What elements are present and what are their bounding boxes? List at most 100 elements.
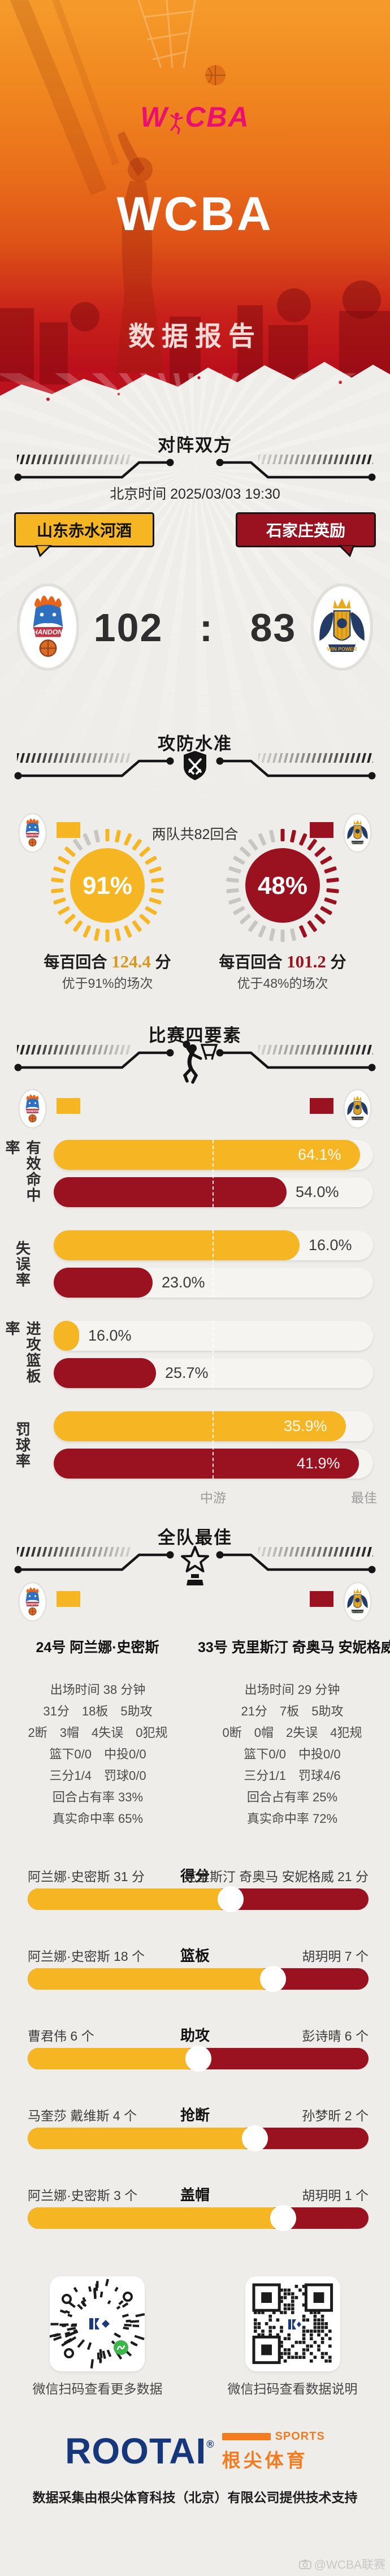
home-team-logo-small [18, 1582, 47, 1622]
factor-group-efg: 有效命中率 64.1% 54.0% [0, 1140, 390, 1207]
leader-row-rebounds-labels: 篮板 阿兰娜·史密斯 18 个 胡玥明 7 个 [0, 1946, 390, 1964]
shield-swords-icon [184, 751, 206, 780]
factor-group-oreb: 进攻篮板率 16.0% 25.7% [0, 1321, 390, 1388]
away-team-logo [311, 584, 373, 671]
hoop-net-icon [137, 0, 196, 68]
score-away: 83 [250, 606, 297, 650]
torn-paper-edge [0, 362, 390, 418]
basketball-icon [205, 65, 226, 85]
leader-bar-blocks [28, 2205, 369, 2231]
star-trophy-icon [181, 1546, 209, 1585]
section-title-matchup: 对阵双方 [158, 435, 232, 455]
leader-bar-steals [28, 2125, 369, 2151]
camera-icon [298, 2560, 311, 2569]
qr-card-more-data [49, 2276, 145, 2371]
leader-row-blocks-labels: 盖帽 阿兰娜·史密斯 3 个 胡玥明 1 个 [0, 2185, 390, 2203]
home-team-name: 山东赤水河酒 [36, 522, 132, 539]
home-best-player-stats: 出场时间 38 分钟 31分 18板 5助攻 2断 3帽 4失误 0犯规 篮下0/0… [28, 1683, 168, 1826]
leader-bar-rebounds [28, 1966, 369, 1992]
wechat-minicode-icon [49, 2279, 145, 2369]
leader-home-player: 阿兰娜·史密斯 18 个 [28, 1949, 145, 1964]
home-rating-value: 124.4 [111, 952, 151, 971]
away-team-logo-small [343, 1089, 372, 1129]
leader-row-assists-labels: 助攻 曹君伟 6 个 彭诗晴 6 个 [0, 2025, 390, 2044]
leader-bar-points [28, 1886, 369, 1912]
leader-away-player: 彭诗晴 6 个 [302, 2029, 369, 2043]
divider-four-factors [0, 1040, 390, 1084]
axis-label-mid: 中游 [200, 1490, 226, 1505]
away-rank-note: 优于48%的场次 [237, 976, 328, 991]
home-pace-gauge: 91% [47, 825, 167, 945]
section-title-pace: 攻防水准 [158, 734, 232, 754]
leader-row-steals-labels: 抢断 马奎莎 戴维斯 4 个 孙梦昕 2 个 [0, 2105, 390, 2124]
home-team-logo [17, 584, 79, 671]
divider-team-best [0, 1544, 390, 1585]
qr-card-data-notes [245, 2276, 340, 2371]
away-rating-value: 101.2 [287, 952, 326, 971]
away-pace-gauge: 48% [223, 825, 343, 945]
home-color-swatch [57, 1098, 80, 1114]
home-team-logo-small [18, 1089, 47, 1129]
leader-stat-name: 抢断 [180, 2107, 210, 2124]
pace-legend: 两队共82回合 [0, 813, 390, 853]
leader-stat-name: 盖帽 [180, 2186, 210, 2203]
registered-mark: ® [206, 2439, 214, 2450]
away-color-swatch [310, 1098, 333, 1114]
game-time: 北京时间 2025/03/03 19:30 [110, 486, 280, 502]
support-note: 数据采集由根尖体育科技（北京）有限公司提供技术支持 [32, 2490, 358, 2505]
home-pace-percent: 91% [82, 872, 133, 900]
wcba-logo-w: W [140, 101, 168, 133]
hero-artwork [0, 0, 390, 418]
banner-tail [35, 545, 52, 557]
away-team-name: 石家庄英励 [266, 522, 345, 539]
leader-away-player: 克里斯汀 奇奥马 安妮格威 21 分 [183, 1869, 369, 1884]
hero-subtitle: 数据报告 [128, 321, 262, 351]
score-home: 102 [93, 606, 163, 650]
brand-orange-bar [222, 2432, 271, 2440]
leader-stat-name: 篮板 [180, 1947, 210, 1964]
away-pace-percent: 48% [257, 872, 308, 900]
brand-wordmark: ROOTAI [65, 2431, 207, 2471]
divider-matchup [0, 451, 390, 483]
away-color-swatch [310, 822, 333, 838]
player-silhouette [116, 131, 164, 373]
leader-away-player: 孙梦昕 2 个 [302, 2108, 369, 2123]
axis-label-best: 最佳 [351, 1490, 377, 1505]
factor-label: 罚球率 [14, 1421, 31, 1469]
away-rating-line: 每百回合 101.2 分 [219, 952, 346, 971]
home-color-swatch [57, 1591, 80, 1607]
section-title-team-best: 全队最佳 [158, 1528, 232, 1548]
factor-label: 失误率 [14, 1240, 31, 1288]
final-score: 102 : 83 [85, 605, 305, 650]
hatch-left [17, 455, 132, 464]
score-separator: : [199, 606, 214, 650]
leader-away-player: 胡玥明 7 个 [302, 1949, 369, 1964]
away-team-banner: 石家庄英励 [236, 512, 376, 557]
leader-away-player: 胡玥明 1 个 [302, 2188, 369, 2203]
banner-tail [338, 545, 355, 557]
watermark: @WCBA联赛 [298, 2556, 385, 2573]
team-best-legend [0, 1582, 390, 1622]
divider-lines [14, 459, 376, 481]
divider-pace [0, 750, 390, 781]
basketball-player-icon [183, 1040, 218, 1084]
leader-home-player: 阿兰娜·史密斯 31 分 [28, 1869, 145, 1884]
brand-chinese-name: 根尖体育 [222, 2449, 308, 2471]
away-color-swatch [310, 1591, 333, 1607]
away-team-logo-small [343, 1582, 372, 1622]
leader-row-points-labels: 得分 阿兰娜·史密斯 31 分 克里斯汀 奇奥马 安妮格威 21 分 [0, 1866, 390, 1885]
leader-home-player: 阿兰娜·史密斯 3 个 [28, 2188, 138, 2203]
hero-title: WCBA [116, 187, 274, 240]
away-best-player-name: 33号 克里斯汀 奇奥马 安妮格威 [198, 1640, 390, 1656]
brand-sports-label: SPORTS [275, 2430, 325, 2443]
factor-label: 进攻篮板率 [3, 1321, 41, 1384]
away-team-logo-small [343, 813, 372, 853]
wcba-league-logo: W CBA [0, 101, 390, 135]
hero-banner: W CBA WCBA 数据报告 [0, 0, 390, 418]
leader-stat-name: 助攻 [180, 2027, 210, 2044]
home-color-swatch [57, 822, 80, 838]
wcba-logo-cba: CBA [185, 101, 250, 133]
rootai-brand-logo: ROOTAI® SPORTS 根尖体育 [0, 2428, 390, 2474]
rounds-note: 两队共82回合 [151, 827, 239, 842]
hatch-right [258, 455, 373, 464]
